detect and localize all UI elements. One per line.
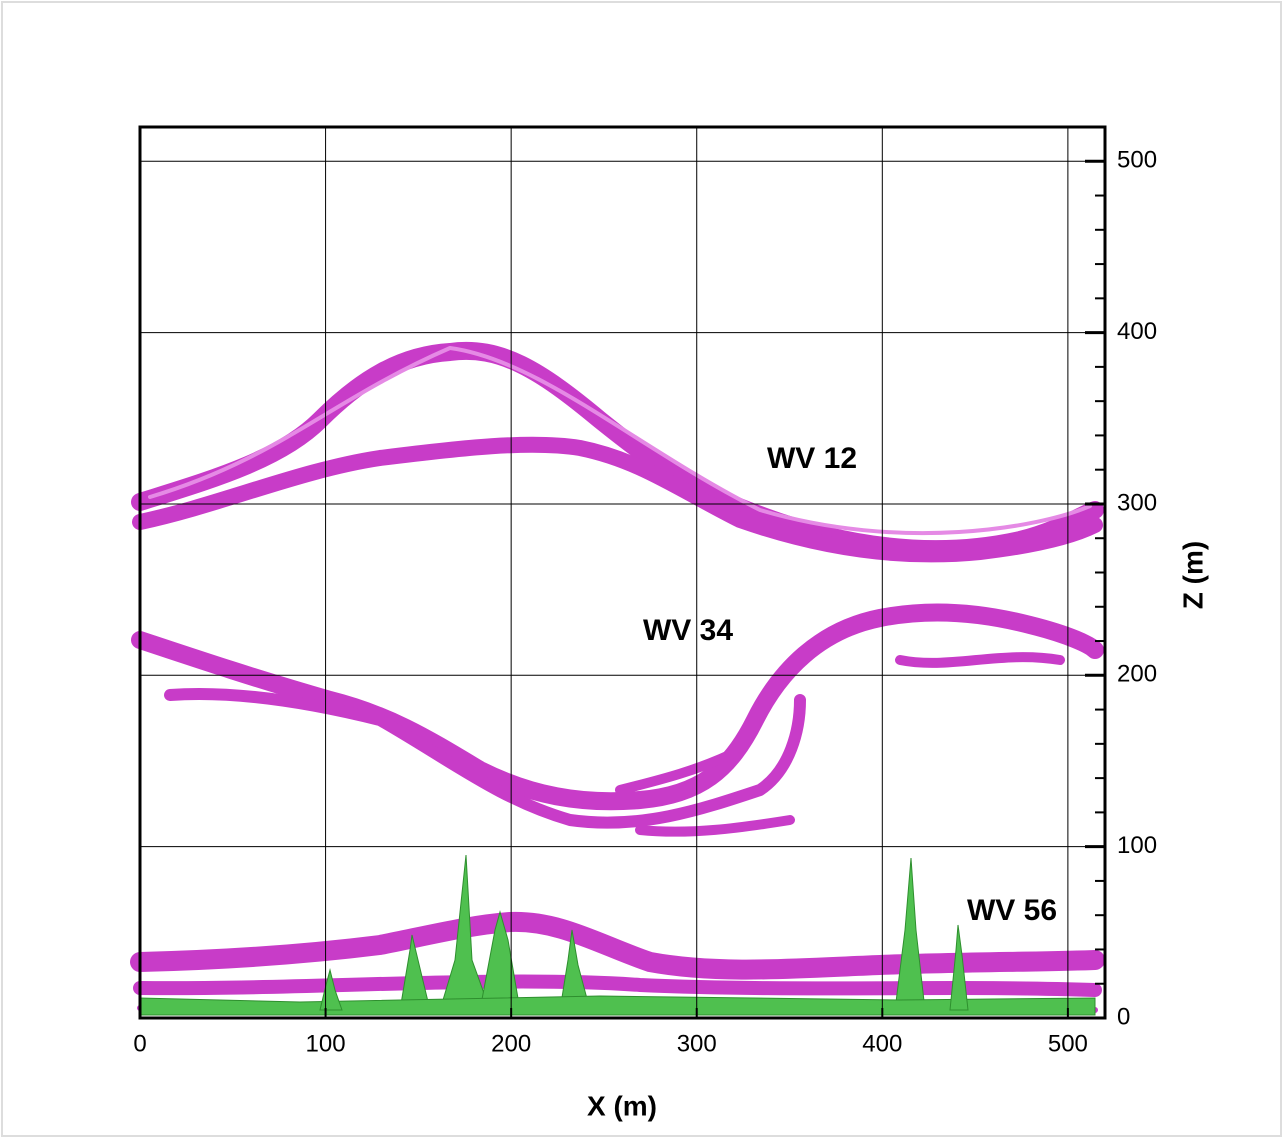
y-tick-label: 500 [1117, 147, 1157, 174]
x-tick-label: 300 [677, 1030, 717, 1057]
x-axis-title: X (m) [587, 1090, 657, 1121]
y-tick-label: 0 [1117, 1003, 1130, 1030]
y-axis-title: Z (m) [1177, 541, 1208, 609]
x-tick-label: 100 [306, 1030, 346, 1057]
y-tick-label: 100 [1117, 832, 1157, 859]
annotation: WV 12 [767, 442, 857, 475]
x-tick-label: 500 [1048, 1030, 1088, 1057]
y-tick-label: 200 [1117, 661, 1157, 688]
y-tick-label: 400 [1117, 318, 1157, 345]
annotation: WV 34 [643, 614, 733, 647]
x-tick-label: 0 [133, 1030, 146, 1057]
x-tick-label: 400 [862, 1030, 902, 1057]
page: {"chart_data": {"type": "isosurface", "x… [0, 0, 1283, 1138]
annotation: WV 56 [967, 894, 1057, 927]
x-tick-label: 200 [491, 1030, 531, 1057]
y-tick-label: 300 [1117, 489, 1157, 516]
chart: X (m) Z (m) 0 100 200 300 400 500 0 100 200 300 40… [0, 0, 1283, 1138]
